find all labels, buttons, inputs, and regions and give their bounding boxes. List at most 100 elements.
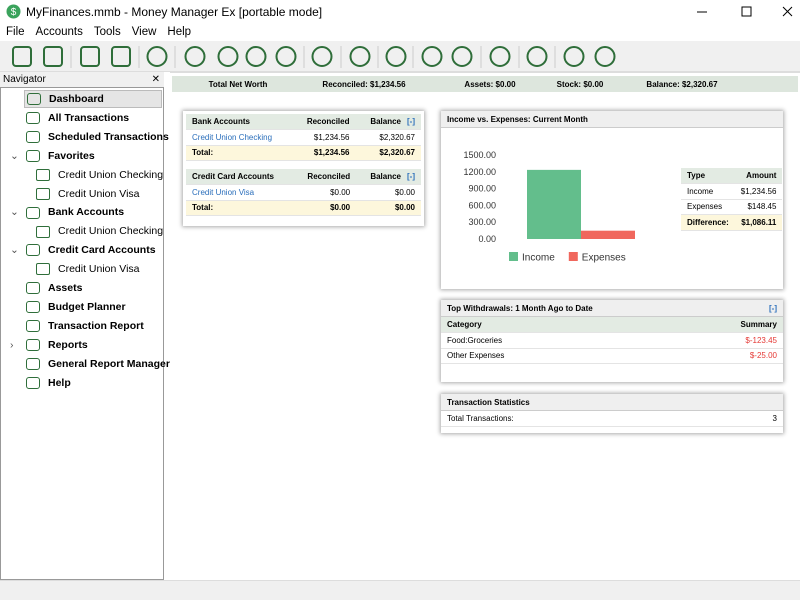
income-table: Type Amount Income $1,234.56 Expenses $148.… <box>681 168 783 231</box>
icon <box>563 46 585 67</box>
toolbar-icons <box>12 46 616 68</box>
icon <box>12 46 32 67</box>
nav-item[interactable]: Credit Union Visa <box>34 260 162 278</box>
toolbar-button[interactable] <box>563 46 585 67</box>
toolbar-button[interactable] <box>146 46 168 67</box>
nav-item[interactable]: Bank Accounts <box>24 203 162 221</box>
expand-arrow: ⌄ <box>10 206 19 219</box>
collapse-toggle[interactable]: [-] <box>407 117 415 126</box>
nav-icon <box>26 301 40 314</box>
toolbar-button[interactable] <box>43 46 63 67</box>
table-cell: $2,320.67 <box>355 129 421 146</box>
table-header-cell: Credit Card Accounts Reconciled Balance [-] <box>186 169 421 185</box>
menu-item[interactable]: Accounts <box>35 26 83 38</box>
legend-label: Income <box>522 253 555 264</box>
toolbar-button[interactable] <box>526 46 548 67</box>
window-title: MyFinances.mmb - Money Manager Ex [porta… <box>26 5 323 19</box>
table-cell: $1,234.56 <box>292 145 356 161</box>
element: Bank Accounts Reconciled Balance [-] Credit… <box>186 114 421 161</box>
account-link[interactable]: Credit Union Visa <box>186 184 294 201</box>
toolbar-button[interactable] <box>311 46 333 67</box>
y-tick-label: 600.00 <box>468 200 496 210</box>
nav-label: General Report Manager <box>48 357 170 370</box>
table-cell: Total: <box>186 200 294 216</box>
status-bar <box>0 580 800 600</box>
table-cell: $148.45 <box>734 199 783 215</box>
ptitle: Top Withdrawals: 1 Month Ago to Date [-] <box>441 300 783 317</box>
toolbar-button[interactable] <box>489 46 511 67</box>
nav-item[interactable]: Transaction Report <box>24 317 162 335</box>
toolbar-button[interactable] <box>217 46 239 67</box>
credit-card-accounts-table: Credit Card Accounts Reconciled Balance [-]… <box>186 169 421 216</box>
top-withdrawals-panel: Top Withdrawals: 1 Month Ago to Date [-] … <box>441 300 783 382</box>
toolbar-button[interactable] <box>245 46 267 67</box>
nav-item[interactable]: All Transactions <box>24 109 162 127</box>
nav-label: Credit Union Checking <box>58 168 164 181</box>
icon <box>217 46 239 67</box>
toolbar-button[interactable] <box>12 46 32 67</box>
navigator-tree: Dashboard All Transactions Scheduled Trans… <box>0 87 170 580</box>
table-cell: $1,234.56 <box>292 129 356 146</box>
nav-label: Dashboard <box>49 93 104 105</box>
table-cell: Expenses <box>681 199 735 215</box>
toolbar-button[interactable] <box>349 46 371 67</box>
table-header-cell: Balance <box>370 117 401 126</box>
y-tick-label: 1200.00 <box>463 167 496 177</box>
table-cell: Other Expenses <box>441 348 643 364</box>
menu-item[interactable]: Help <box>167 26 192 38</box>
maximize-button[interactable] <box>741 6 752 17</box>
nav-icon <box>26 357 40 370</box>
table-cell: Food:Groceries <box>441 332 643 349</box>
toolbar-button[interactable] <box>594 46 616 67</box>
nav-label: Transaction Report <box>48 319 144 332</box>
icon <box>594 46 616 67</box>
icon <box>526 46 548 67</box>
nav-icon <box>36 168 50 181</box>
table-cell: Total: <box>186 145 293 161</box>
account-link[interactable]: Credit Union Checking <box>186 129 293 146</box>
toolbar-button[interactable] <box>385 46 407 67</box>
nav-label: Budget Planner <box>48 300 126 313</box>
menu-item[interactable]: View <box>131 26 157 38</box>
toolbar-button[interactable] <box>184 46 206 67</box>
income-table-wrap: Type Amount Income $1,234.56 Expenses $148.… <box>681 168 783 231</box>
nav-label: Credit Card Accounts <box>48 244 156 257</box>
collapse-toggle[interactable]: [-] <box>769 304 777 313</box>
nav-item[interactable]: Assets <box>24 279 162 297</box>
nav-item[interactable]: Dashboard <box>24 90 162 108</box>
nav-item[interactable]: Credit Union Checking <box>34 222 163 240</box>
table-header-cell: Type <box>681 168 735 184</box>
nav-label: Assets <box>48 282 83 294</box>
withdrawals-table: Category Summary Food:Groceries $-123.45 O… <box>441 317 783 364</box>
expand-arrow: ⌄ <box>10 244 19 257</box>
toolbar-button[interactable] <box>421 46 443 67</box>
nav-item[interactable]: General Report Manager <box>24 355 170 373</box>
menu-item[interactable]: Tools <box>93 26 121 38</box>
table-header-cell: Balance [-] <box>355 114 421 130</box>
nav-item[interactable]: Credit Union Checking <box>34 166 164 184</box>
navigator-close[interactable]: ✕ <box>151 74 160 85</box>
collapse-toggle[interactable]: [-] <box>407 172 415 181</box>
toolbar-button[interactable] <box>275 46 297 67</box>
element: Top Withdrawals: 1 Month Ago to Date <box>447 304 593 313</box>
nav-icon <box>26 338 40 351</box>
nav-item[interactable]: Help <box>24 374 162 392</box>
nav-item[interactable]: Favorites <box>24 147 162 165</box>
nav-item[interactable]: Scheduled Transactions <box>24 128 169 146</box>
table-row: Food:Groceries $-123.45 <box>441 332 783 349</box>
toolbar-button[interactable] <box>80 46 100 67</box>
nav-item[interactable]: Budget Planner <box>24 298 162 316</box>
navigator-title: Navigator <box>3 74 46 85</box>
element <box>186 161 421 169</box>
nav-label: Credit Union Visa <box>58 263 140 276</box>
nav-icon <box>26 206 40 219</box>
nav-icon <box>36 225 50 238</box>
menu-item[interactable]: File <box>6 26 25 38</box>
nav-item[interactable]: Credit Card Accounts <box>24 241 162 259</box>
element: Category Summary Food:Groceries $-123.45 O… <box>441 317 783 364</box>
close-button[interactable] <box>782 6 793 17</box>
toolbar-button[interactable] <box>111 46 131 67</box>
nav-item[interactable]: Reports <box>24 336 162 354</box>
nav-item[interactable]: Credit Union Visa <box>34 185 162 203</box>
toolbar-button[interactable] <box>451 46 473 67</box>
